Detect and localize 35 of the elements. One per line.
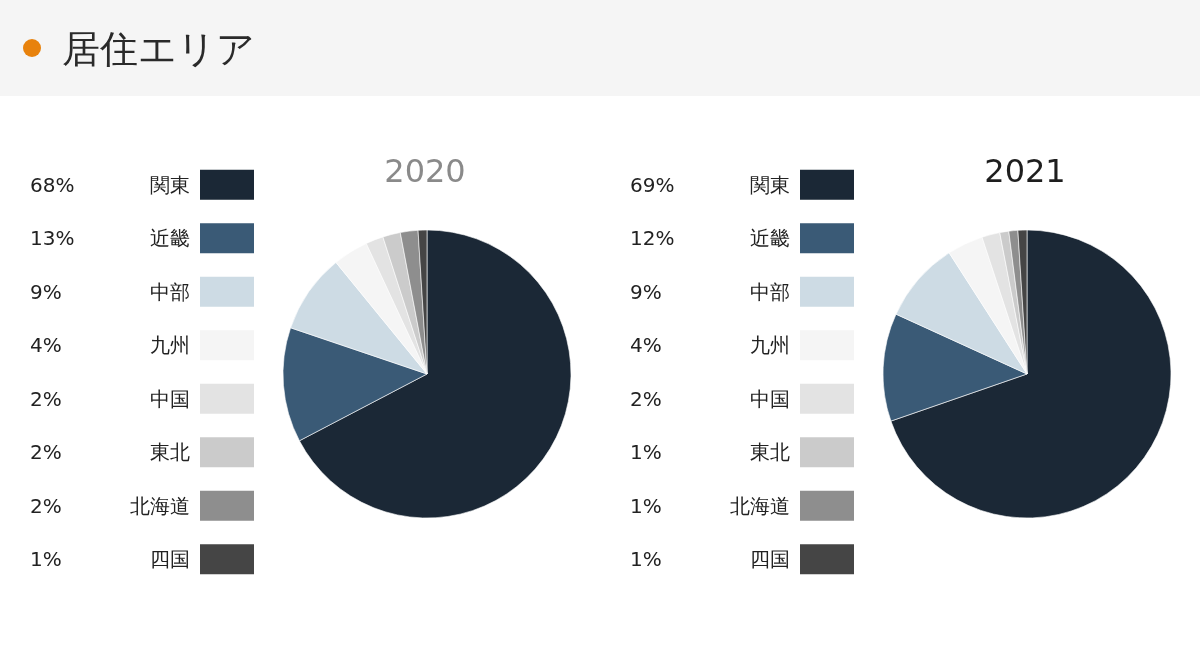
data-label: 9% xyxy=(30,279,62,304)
data-label: 1% xyxy=(630,547,662,572)
data-label: 2% xyxy=(30,440,62,465)
data-label: 2% xyxy=(30,386,62,411)
text: 居住エリア xyxy=(62,27,255,71)
data-label: 1% xyxy=(30,547,62,572)
data-label: 1% xyxy=(630,440,662,465)
legend-label: 中国 xyxy=(750,386,790,411)
legend-label: 中部 xyxy=(150,279,190,304)
data-label: 68% xyxy=(30,172,75,197)
legend-label: 関東 xyxy=(150,172,190,197)
legend-label: 近畿 xyxy=(150,226,190,251)
legend-label: 四国 xyxy=(750,547,790,572)
legend-label: 九州 xyxy=(750,333,790,358)
data-label: 4% xyxy=(630,333,662,358)
data-label: 4% xyxy=(30,333,62,358)
data-label: 2% xyxy=(30,493,62,518)
legend-label: 東北 xyxy=(150,440,190,465)
legend-label: 東北 xyxy=(750,440,790,465)
data-label: 1% xyxy=(630,493,662,518)
data-label: 9% xyxy=(630,279,662,304)
chart-title: 2021 xyxy=(984,152,1066,190)
data-label: 12% xyxy=(630,226,675,251)
legend-label: 九州 xyxy=(150,333,190,358)
legend-label: 近畿 xyxy=(750,226,790,251)
legend-label: 北海道 xyxy=(130,493,190,518)
legend-label: 四国 xyxy=(150,547,190,572)
data-label: 69% xyxy=(630,172,675,197)
legend-label: 北海道 xyxy=(730,493,790,518)
legend-label: 関東 xyxy=(750,172,790,197)
legend-label: 中部 xyxy=(750,279,790,304)
data-label: 13% xyxy=(30,226,75,251)
legend-label: 中国 xyxy=(150,386,190,411)
chart-title: 2020 xyxy=(384,152,466,190)
data-label: 2% xyxy=(630,386,662,411)
